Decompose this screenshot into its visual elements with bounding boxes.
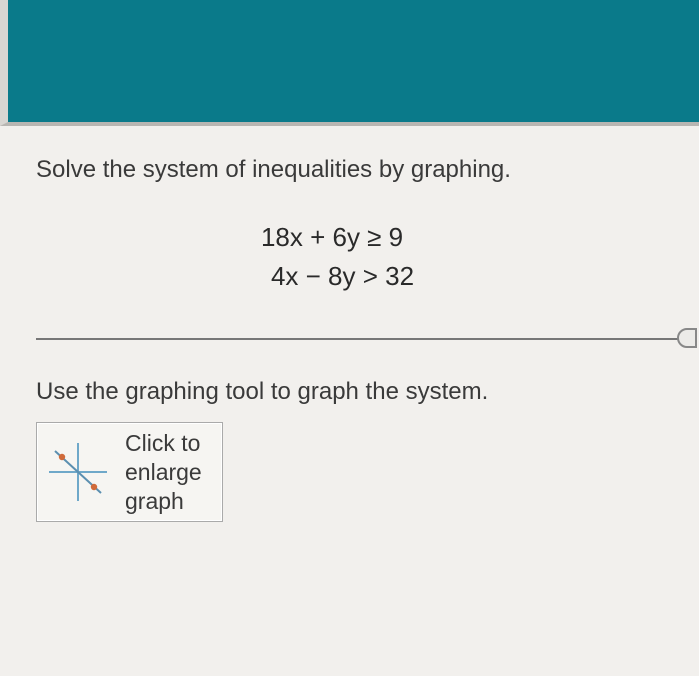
- enlarge-graph-label: Click to enlarge graph: [125, 429, 202, 515]
- inequality-system: 18x + 6y ≥ 9 4x − 8y > 32: [0, 218, 679, 296]
- inequality-1: 18x + 6y ≥ 9: [261, 218, 414, 257]
- question-panel: Solve the system of inequalities by grap…: [0, 126, 699, 676]
- inequality-2: 4x − 8y > 32: [261, 257, 414, 296]
- graphing-instruction: Use the graphing tool to graph the syste…: [36, 378, 679, 406]
- graph-label-line1: Click to: [125, 429, 202, 458]
- header-band: [0, 0, 699, 126]
- enlarge-graph-button[interactable]: Click to enlarge graph: [36, 422, 223, 522]
- question-prompt: Solve the system of inequalities by grap…: [36, 156, 679, 184]
- section-divider: [36, 338, 679, 340]
- graph-axes-icon: [45, 439, 111, 505]
- graph-label-line2: enlarge: [125, 458, 202, 487]
- divider-handle[interactable]: [677, 328, 697, 348]
- graph-label-line3: graph: [125, 487, 202, 516]
